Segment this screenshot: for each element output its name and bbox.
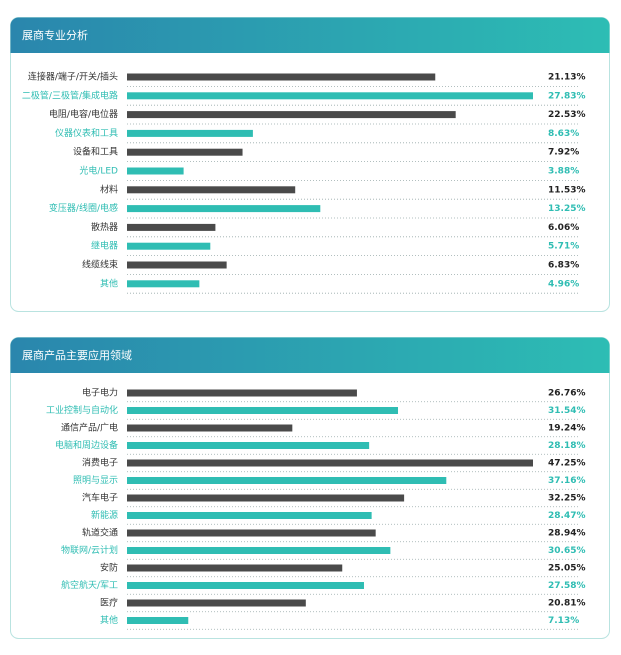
- value-label: 22.53%: [548, 110, 586, 120]
- chart-title: 展商产品主要应用领域: [22, 348, 132, 362]
- value-label: 27.83%: [548, 91, 586, 101]
- category-label: 航空航天/军工: [61, 579, 118, 591]
- value-label: 28.94%: [548, 529, 586, 539]
- bar: [127, 424, 293, 432]
- bar: [127, 599, 306, 607]
- category-label: 物联网/云计划: [61, 544, 118, 556]
- card-header: [10, 17, 610, 53]
- chart-title: 展商专业分析: [22, 28, 88, 42]
- bar: [127, 547, 391, 554]
- category-label: 安防: [100, 562, 118, 574]
- bar: [127, 564, 343, 572]
- value-label: 13.25%: [548, 204, 586, 214]
- value-label: 5.71%: [548, 242, 579, 252]
- category-label: 消费电子: [82, 457, 118, 469]
- bar: [127, 389, 357, 397]
- value-label: 26.76%: [548, 389, 586, 399]
- value-label: 19.24%: [548, 424, 586, 434]
- bar: [127, 494, 405, 502]
- value-label: 31.54%: [548, 406, 586, 416]
- bar: [127, 582, 364, 589]
- category-label: 其他: [100, 277, 118, 289]
- category-label: 工业控制与自动化: [46, 404, 118, 416]
- value-label: 30.65%: [548, 546, 586, 556]
- bar: [127, 512, 372, 519]
- bar: [127, 223, 216, 231]
- value-label: 7.92%: [548, 148, 579, 158]
- category-label: 仪器仪表和工具: [55, 127, 118, 139]
- value-label: 4.96%: [548, 279, 579, 289]
- value-label: 7.13%: [548, 616, 579, 626]
- value-label: 28.47%: [548, 511, 586, 521]
- bar: [127, 459, 533, 467]
- category-label: 散热器: [91, 221, 118, 233]
- value-label: 37.16%: [548, 476, 586, 486]
- value-label: 28.18%: [548, 441, 586, 451]
- bar: [127, 407, 399, 414]
- value-label: 8.63%: [548, 129, 579, 139]
- bar: [127, 442, 370, 449]
- card: 展商专业分析: [10, 17, 610, 312]
- category-label: 材料: [100, 183, 118, 195]
- bar: [127, 167, 184, 175]
- category-label: 轨道交通: [82, 527, 118, 539]
- bar: [127, 617, 189, 624]
- value-label: 6.83%: [548, 261, 579, 271]
- value-label: 32.25%: [548, 494, 586, 504]
- category-label: 连接器/端子/开关/插头: [28, 71, 118, 83]
- bar: [127, 477, 447, 484]
- category-label: 医疗: [100, 597, 118, 609]
- category-label: 汽车电子: [82, 492, 118, 504]
- value-label: 27.58%: [548, 581, 586, 591]
- bar: [127, 529, 376, 537]
- bar: [127, 148, 243, 156]
- bar: [127, 111, 456, 119]
- bar: [127, 242, 211, 250]
- category-label: 线缆线束: [82, 259, 118, 271]
- bar: [127, 205, 321, 213]
- value-label: 20.81%: [548, 599, 586, 609]
- category-label: 电阻/电容/电位器: [49, 108, 118, 120]
- value-label: 3.88%: [548, 167, 579, 177]
- bar: [127, 261, 227, 269]
- category-label: 电子电力: [82, 387, 118, 399]
- category-label: 照明与显示: [73, 475, 118, 486]
- category-label: 设备和工具: [73, 146, 118, 158]
- category-label: 二极管/三极管/集成电路: [22, 89, 118, 101]
- card-header: [10, 337, 610, 373]
- bar: [127, 186, 296, 194]
- value-label: 47.25%: [548, 459, 586, 469]
- card: 展商产品主要应用领域: [10, 337, 610, 639]
- bar: [127, 280, 200, 288]
- value-label: 11.53%: [548, 185, 586, 195]
- category-label: 变压器/线圈/电感: [49, 202, 118, 214]
- category-label: 通信产品/广电: [61, 422, 118, 434]
- bar: [127, 129, 253, 137]
- bar: [127, 92, 533, 100]
- category-label: 电脑和周边设备: [55, 439, 118, 451]
- category-label: 其他: [100, 614, 118, 626]
- category-label: 光电/LED: [79, 165, 118, 177]
- bar: [127, 73, 436, 81]
- value-label: 6.06%: [548, 223, 579, 233]
- card-frame: [10, 337, 610, 639]
- category-label: 继电器: [91, 240, 118, 252]
- value-label: 21.13%: [548, 73, 586, 83]
- value-label: 25.05%: [548, 564, 586, 574]
- category-label: 新能源: [91, 509, 118, 521]
